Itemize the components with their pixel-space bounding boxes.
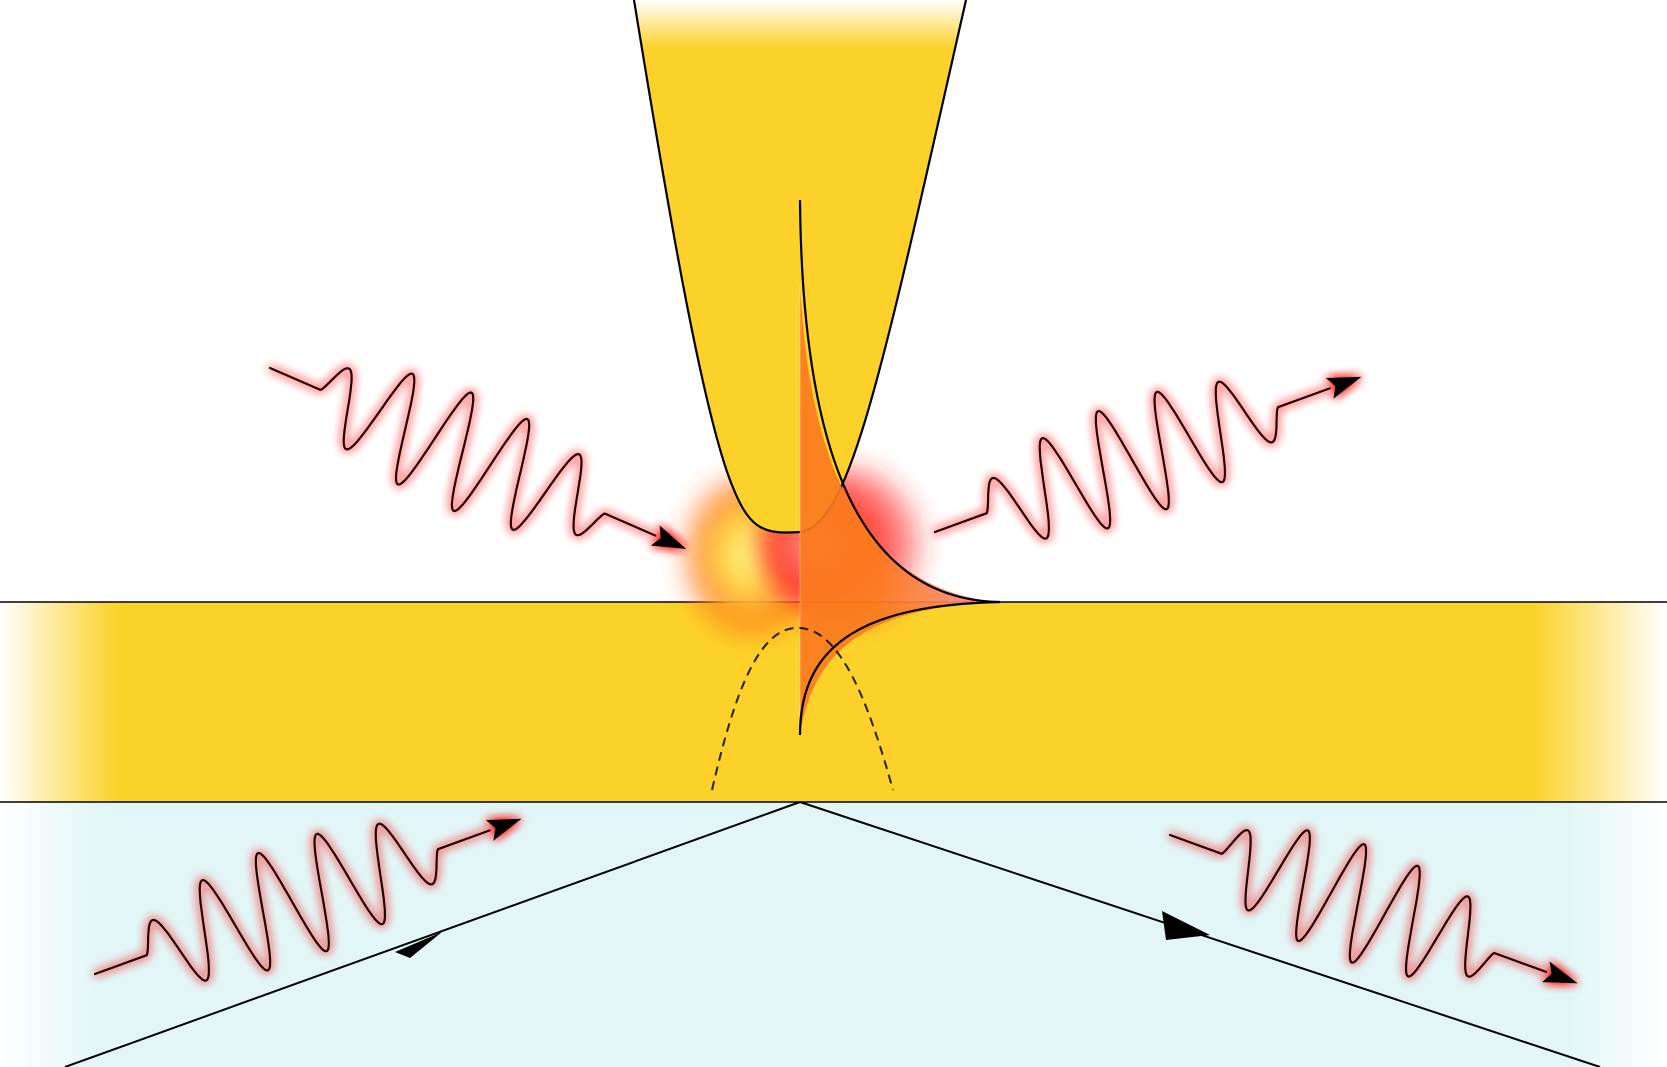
wave-arrowhead-icon (650, 525, 687, 549)
sine-wave-arrow-icon (1168, 829, 1547, 978)
ray-arrow-icon (395, 932, 442, 958)
incident-ray (64, 801, 801, 1067)
wave-arrowhead-icon (1542, 961, 1578, 984)
wave-packets (93, 366, 1578, 984)
evanescent-dashed-curve (711, 626, 894, 791)
wave-arrowhead-icon (1325, 376, 1362, 399)
sine-wave-arrow-icon (93, 822, 491, 982)
probe-tip (634, 0, 966, 533)
ray-arrow-icon (1162, 911, 1210, 940)
field-profile-curve (798, 199, 1001, 736)
probe-tip-outline (632, 0, 968, 534)
field-profile-fill (800, 285, 1000, 735)
substrate-layer (0, 802, 1667, 1067)
sine-wave-arrow-icon (933, 380, 1331, 540)
wave-arrowhead-icon (485, 818, 522, 841)
sine-wave-arrow-icon (268, 366, 657, 537)
